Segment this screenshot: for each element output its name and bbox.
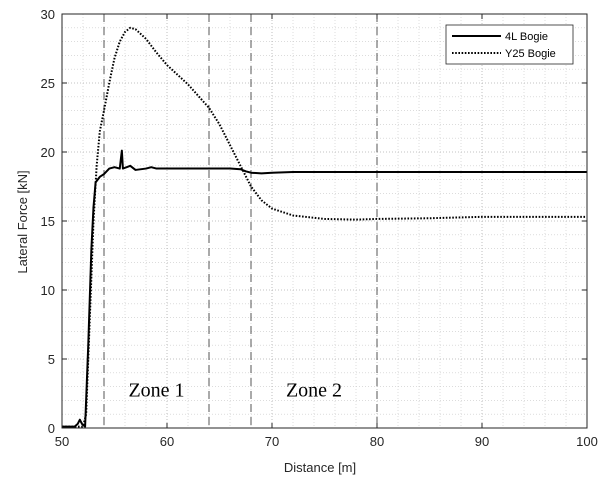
y-tick-label: 0 (48, 421, 55, 436)
y-tick-label: 25 (41, 76, 55, 91)
series-layer (62, 26, 587, 428)
x-tick-label: 90 (475, 434, 489, 449)
series-line-4l-bogie (62, 149, 587, 428)
y-tick-label: 15 (41, 214, 55, 229)
y-tick-label: 20 (41, 145, 55, 160)
y-axis-label: Lateral Force [kN] (15, 170, 30, 273)
x-tick-label: 100 (576, 434, 598, 449)
x-tick-label: 70 (265, 434, 279, 449)
major-grid (61, 13, 588, 429)
tick-labels: 50 60 70 80 90 100 0 5 10 15 20 25 30 (41, 7, 598, 449)
x-tick-label: 80 (370, 434, 384, 449)
x-tick-label: 50 (55, 434, 69, 449)
y-tick-label: 30 (41, 7, 55, 22)
y-tick-label: 10 (41, 283, 55, 298)
zone-annotations: Zone 1 Zone 2 (128, 379, 342, 401)
legend-box (445, 24, 574, 65)
legend-label-4l: 4L Bogie (505, 31, 548, 43)
x-axis-label: Distance [m] (284, 460, 356, 475)
zone-annotation: Zone 2 (286, 379, 342, 401)
series-line-y25-bogie (62, 26, 587, 428)
y-tick-label: 5 (48, 352, 55, 367)
x-tick-label: 60 (160, 434, 174, 449)
zone-boundary-lines (103, 14, 378, 428)
legend-label-y25: Y25 Bogie (505, 48, 556, 60)
zone-annotation: Zone 1 (128, 379, 184, 401)
legend: 4L Bogie Y25 Bogie (445, 24, 574, 65)
axis-ticks (61, 13, 588, 429)
